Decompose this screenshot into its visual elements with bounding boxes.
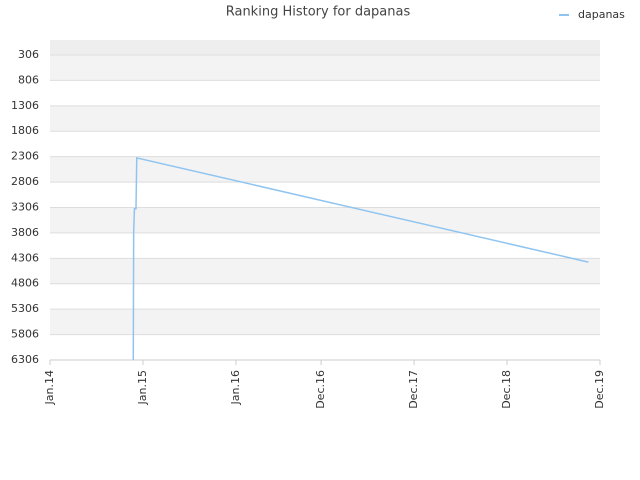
x-tick-label: Dec.19: [593, 370, 606, 409]
grid-band: [50, 283, 600, 310]
grid-band: [50, 334, 600, 360]
x-tick-label: Dec.18: [500, 370, 513, 409]
x-tick-label: Jan.16: [229, 370, 242, 405]
grid-band: [50, 232, 600, 259]
y-tick-label: 1806: [11, 124, 39, 137]
grid-band: [50, 40, 600, 55]
grid-band: [50, 207, 600, 233]
grid-band: [50, 80, 600, 106]
grid-band: [50, 54, 600, 81]
x-tick-label: Jan.15: [136, 370, 149, 405]
x-tick-label: Dec.16: [314, 370, 327, 409]
y-tick-label: 3306: [11, 200, 39, 213]
legend-label: dapanas: [578, 8, 625, 21]
y-tick-label: 1306: [11, 99, 39, 112]
line-series: [132, 156, 589, 361]
grid-band: [50, 105, 600, 132]
y-tick-label: 3806: [11, 226, 39, 239]
y-tick-label: 4806: [11, 277, 39, 290]
x-tick-label: Jan.14: [43, 370, 56, 405]
x-tick-label: Dec.17: [407, 370, 420, 409]
y-tick-label: 5306: [11, 302, 39, 315]
y-tick-label: 306: [18, 48, 39, 61]
chart-title: Ranking History for dapanas: [226, 5, 411, 20]
grid-band: [50, 182, 600, 208]
grid-band: [50, 131, 600, 157]
y-tick-label: 4306: [11, 251, 39, 264]
grid-band: [50, 156, 600, 183]
y-tick-label: 2306: [11, 150, 39, 163]
y-tick-label: 806: [18, 73, 39, 86]
grid-band: [50, 258, 600, 284]
y-tick-label: 6306: [11, 353, 39, 366]
grid-band: [50, 309, 600, 335]
y-tick-label: 5806: [11, 328, 39, 341]
y-tick-label: 2806: [11, 175, 39, 188]
